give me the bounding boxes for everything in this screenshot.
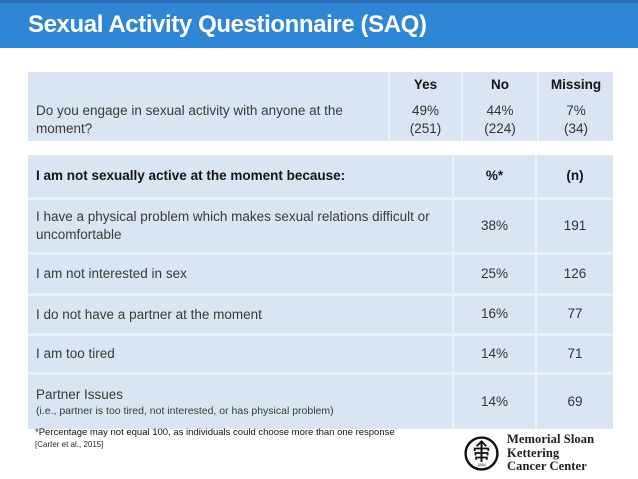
question-cell: Do you engage in sexual activity with an… bbox=[28, 99, 388, 141]
question-text: Do you engage in sexual activity with an… bbox=[36, 103, 343, 136]
no-value-cell: 44% (224) bbox=[461, 99, 537, 141]
msk-wordmark-line2: Cancer Center bbox=[507, 459, 587, 473]
reason-percent: 16% bbox=[452, 296, 535, 333]
missing-percent: 7% bbox=[566, 102, 586, 118]
reason-count: 69 bbox=[535, 375, 613, 429]
column-header-n: (n) bbox=[535, 155, 613, 197]
logo-year-text: 1884 bbox=[477, 462, 486, 467]
reason-percent: 14% bbox=[452, 336, 535, 372]
table-row: I am too tired 14% 71 bbox=[28, 336, 613, 375]
reason-label: I am too tired bbox=[28, 336, 452, 372]
table-row: I am not interested in sex 25% 126 bbox=[28, 255, 613, 296]
yes-value-cell: 49% (251) bbox=[388, 99, 461, 141]
column-header-yes: Yes bbox=[388, 72, 461, 99]
msk-emblem-icon: 1884 bbox=[464, 436, 499, 471]
reason-label: I do not have a partner at the moment bbox=[28, 296, 452, 333]
title-bar: Sexual Activity Questionnaire (SAQ) bbox=[0, 0, 638, 48]
table-header-row: Yes No Missing bbox=[28, 72, 613, 99]
yes-count: (251) bbox=[409, 121, 442, 136]
reason-count: 77 bbox=[535, 296, 613, 333]
column-header-missing: Missing bbox=[537, 72, 613, 99]
table-row: Do you engage in sexual activity with an… bbox=[28, 99, 613, 141]
reasons-header-label: I am not sexually active at the moment b… bbox=[28, 155, 452, 197]
slide-title: Sexual Activity Questionnaire (SAQ) bbox=[28, 11, 427, 38]
table-header-row: I am not sexually active at the moment b… bbox=[28, 155, 613, 200]
missing-value-cell: 7% (34) bbox=[537, 99, 613, 141]
sexual-activity-engagement-table: Yes No Missing Do you engage in sexual a… bbox=[28, 72, 613, 141]
reason-percent: 14% bbox=[452, 375, 535, 429]
no-percent: 44% bbox=[486, 102, 514, 118]
table-row: I do not have a partner at the moment 16… bbox=[28, 296, 613, 336]
table-row: Partner Issues (i.e., partner is too tir… bbox=[28, 375, 613, 429]
reason-label: I have a physical problem which makes se… bbox=[28, 200, 452, 252]
yes-percent: 49% bbox=[411, 102, 440, 118]
reason-count: 126 bbox=[535, 255, 613, 293]
footnote-block: *Percentage may not equal 100, as indivi… bbox=[35, 427, 395, 451]
missing-count: (34) bbox=[563, 121, 588, 136]
table-row: I have a physical problem which makes se… bbox=[28, 200, 613, 255]
reason-percent: 38% bbox=[452, 200, 535, 252]
column-header-no: No bbox=[461, 72, 537, 99]
reason-label: Partner Issues bbox=[36, 387, 124, 403]
reason-percent: 25% bbox=[452, 255, 535, 293]
msk-wordmark: Memorial Sloan Kettering Cancer Center bbox=[507, 432, 638, 474]
reason-count: 191 bbox=[535, 200, 613, 252]
msk-wordmark-line1: Memorial Sloan Kettering bbox=[507, 432, 595, 460]
no-count: (224) bbox=[484, 121, 516, 136]
reason-label: I am not interested in sex bbox=[28, 255, 452, 293]
msk-logo: 1884 Memorial Sloan Kettering Cancer Cen… bbox=[463, 432, 638, 474]
inactivity-reasons-table: I am not sexually active at the moment b… bbox=[28, 155, 613, 429]
reason-count: 71 bbox=[535, 336, 613, 372]
reason-sublabel: (i.e., partner is too tired, not interes… bbox=[36, 404, 334, 417]
column-header-percent: %* bbox=[452, 155, 535, 197]
empty-header-cell bbox=[28, 72, 388, 99]
footnote-text: *Percentage may not equal 100, as indivi… bbox=[35, 427, 395, 438]
citation-text: [Carter et al., 2015] bbox=[35, 440, 104, 450]
reason-label-group: Partner Issues (i.e., partner is too tir… bbox=[28, 375, 452, 429]
